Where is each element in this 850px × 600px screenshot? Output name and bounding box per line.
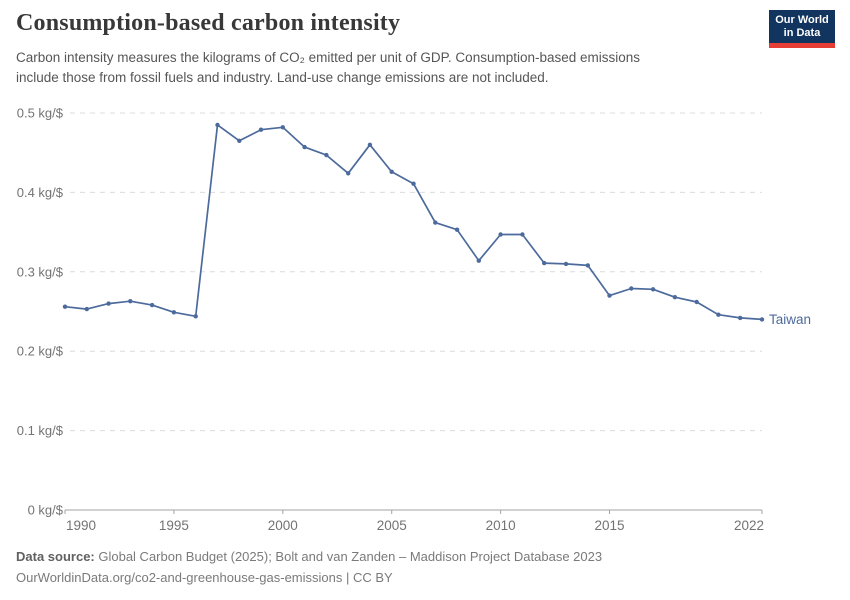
data-point: [149, 302, 155, 308]
owid-logo-text: Our World in Data: [769, 10, 835, 43]
data-point: [585, 263, 590, 268]
x-axis-tick-label: 2022: [734, 518, 764, 533]
data-point: [716, 312, 721, 317]
data-point: [563, 261, 569, 267]
data-point: [280, 125, 285, 130]
data-point: [106, 301, 111, 306]
data-point: [476, 258, 481, 263]
data-point: [542, 260, 547, 266]
x-axis-tick-label: 1995: [159, 518, 189, 533]
data-point: [454, 227, 460, 232]
data-point: [607, 293, 612, 298]
chart-subtitle: Carbon intensity measures the kilograms …: [16, 48, 640, 88]
data-point: [433, 220, 438, 225]
data-source-label: Data source:: [16, 549, 95, 564]
y-axis-tick-label: 0.1 kg/$: [17, 423, 64, 438]
data-point: [324, 152, 329, 158]
subtitle-line-2: include those from fossil fuels and indu…: [16, 70, 549, 85]
data-point: [128, 299, 133, 304]
data-point: [650, 287, 656, 292]
x-axis-tick-label: 2015: [595, 518, 625, 533]
data-point: [171, 310, 177, 315]
data-point: [629, 286, 634, 291]
data-point: [346, 171, 351, 176]
owid-logo[interactable]: Our World in Data: [769, 10, 835, 48]
page-title: Consumption-based carbon intensity: [16, 10, 401, 36]
data-point: [84, 306, 90, 312]
footer-source-line: Data source: Global Carbon Budget (2025)…: [16, 546, 836, 567]
y-axis-tick-label: 0.4 kg/$: [17, 185, 64, 200]
data-source-text: Global Carbon Budget (2025); Bolt and va…: [94, 549, 603, 564]
data-line-taiwan: [64, 124, 763, 321]
x-axis-tick-label: 1990: [66, 518, 96, 533]
data-point: [411, 181, 416, 186]
data-point: [193, 314, 198, 319]
data-point: [389, 169, 394, 174]
owid-logo-red-stripe: [769, 43, 835, 48]
data-point: [672, 295, 678, 300]
y-axis-tick-label: 0.3 kg/$: [17, 264, 64, 279]
subtitle-line-1: Carbon intensity measures the kilograms …: [16, 50, 641, 65]
data-point: [520, 232, 525, 237]
data-point: [498, 232, 503, 237]
data-point: [302, 144, 307, 150]
y-axis-tick-label: 0.5 kg/$: [17, 106, 64, 121]
owid-logo-line-2: in Data: [783, 27, 821, 39]
data-point: [759, 317, 765, 322]
data-point: [237, 138, 242, 143]
y-axis-tick-label: 0.2 kg/$: [17, 344, 64, 359]
data-point: [694, 299, 699, 305]
footer: Data source: Global Carbon Budget (2025)…: [16, 546, 836, 588]
data-point: [258, 127, 264, 132]
data-point: [62, 304, 68, 309]
data-point: [738, 315, 743, 321]
y-axis-tick-label: 0 kg/$: [28, 503, 64, 518]
x-axis-tick-label: 2000: [268, 518, 298, 533]
footer-url-line: OurWorldinData.org/co2-and-greenhouse-ga…: [16, 570, 393, 585]
series-label: Taiwan: [769, 312, 811, 327]
data-point: [367, 142, 373, 147]
owid-logo-line-1: Our World: [775, 14, 829, 26]
x-axis-tick-label: 2005: [377, 518, 407, 533]
data-point: [215, 122, 220, 128]
x-axis-tick-label: 2010: [486, 518, 516, 533]
